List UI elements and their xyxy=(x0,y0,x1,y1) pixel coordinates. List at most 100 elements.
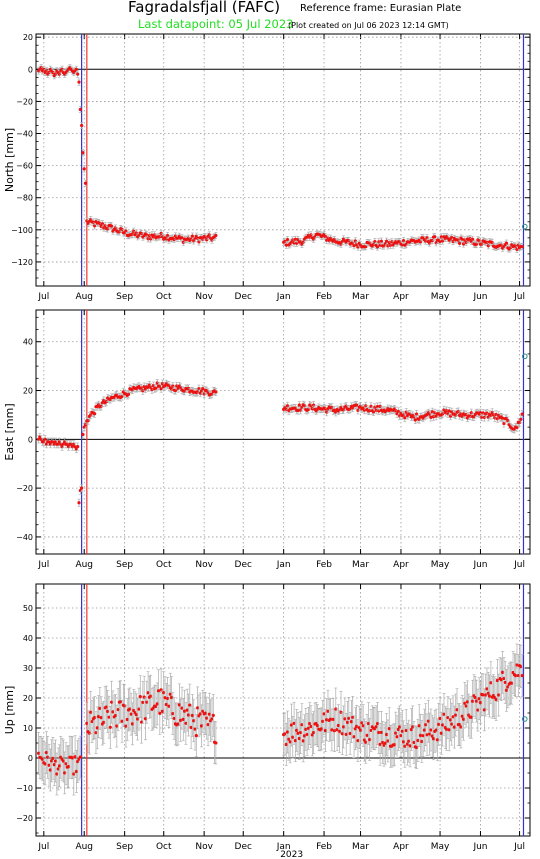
data-point xyxy=(95,726,99,730)
data-point xyxy=(399,733,403,738)
data-point xyxy=(214,233,218,238)
data-point xyxy=(323,729,327,733)
data-point xyxy=(43,437,47,441)
panel-east: Jul Aug Sep Oct Nov Dec Jan Feb Mar Apr May Jun Jul 4… xyxy=(3,309,531,570)
data-point xyxy=(364,740,368,744)
month-tick-label: Jul xyxy=(513,560,525,570)
data-point xyxy=(77,501,81,505)
data-point xyxy=(349,720,354,724)
data-point xyxy=(99,716,103,720)
data-point xyxy=(198,712,202,716)
data-point xyxy=(502,421,506,426)
month-tick-label: Mar xyxy=(352,842,369,852)
data-point xyxy=(399,411,403,415)
data-point xyxy=(339,710,343,714)
data-point xyxy=(499,678,503,682)
data-point xyxy=(94,731,98,735)
data-point xyxy=(190,234,195,238)
data-point xyxy=(404,728,408,733)
data-point xyxy=(76,445,80,449)
data-point xyxy=(150,387,154,392)
data-point xyxy=(434,414,438,418)
data-point xyxy=(158,384,162,388)
data-point xyxy=(82,425,86,429)
data-point xyxy=(374,725,378,729)
data-point xyxy=(417,724,421,728)
data-point xyxy=(403,744,407,748)
data-point xyxy=(167,704,171,708)
y-tick-label: 20 xyxy=(23,694,33,703)
data-point xyxy=(78,107,82,112)
data-point xyxy=(501,416,505,420)
data-point xyxy=(386,739,390,743)
data-point xyxy=(520,412,524,416)
data-point xyxy=(366,721,370,726)
last-data-point xyxy=(521,716,528,722)
data-point xyxy=(104,705,108,709)
data-point xyxy=(164,702,168,707)
data-point xyxy=(176,722,180,726)
data-point xyxy=(206,390,210,395)
data-point xyxy=(46,755,50,759)
data-point xyxy=(430,734,434,738)
data-point xyxy=(495,678,500,683)
data-point xyxy=(51,756,55,760)
data-point xyxy=(514,673,518,678)
data-point xyxy=(52,763,56,767)
last-data-point xyxy=(521,223,528,230)
data-point xyxy=(74,67,79,71)
data-point xyxy=(113,713,118,718)
data-point xyxy=(490,410,494,415)
data-point xyxy=(185,708,189,712)
data-point xyxy=(142,385,146,389)
y-tick-label: 20 xyxy=(23,387,33,396)
data-point xyxy=(72,772,76,776)
month-tick-label: Jun xyxy=(472,560,487,570)
data-point xyxy=(172,716,176,721)
y-tick-label: −20 xyxy=(16,97,33,106)
data-point xyxy=(408,744,412,748)
data-point xyxy=(426,719,430,723)
data-point xyxy=(310,733,314,737)
y-tick-label: −120 xyxy=(11,258,33,267)
data-point xyxy=(43,762,47,766)
data-point xyxy=(91,220,95,224)
month-tick-label: Feb xyxy=(316,560,332,570)
data-point xyxy=(404,410,408,414)
data-point xyxy=(517,420,522,425)
data-point xyxy=(438,716,442,721)
data-point xyxy=(141,389,145,393)
y-tick-label: 40 xyxy=(23,634,33,643)
y-axis-label: East [mm] xyxy=(3,403,16,460)
month-tick-label: Jul xyxy=(37,842,49,852)
data-point xyxy=(487,694,492,698)
y-tick-label: 50 xyxy=(23,604,33,613)
data-point xyxy=(478,701,483,705)
data-point xyxy=(454,713,458,717)
data-point xyxy=(418,733,423,737)
data-point xyxy=(447,728,451,732)
month-tick-label: Apr xyxy=(393,560,409,570)
data-point xyxy=(510,681,514,685)
plot-frame xyxy=(35,33,531,287)
data-point xyxy=(477,239,481,243)
data-point xyxy=(489,681,493,685)
data-point xyxy=(403,416,407,420)
month-tick-label: Oct xyxy=(156,842,172,852)
month-tick-label: Oct xyxy=(156,292,172,302)
data-point xyxy=(474,699,479,703)
data-point xyxy=(66,764,71,769)
data-point xyxy=(61,759,65,763)
data-point xyxy=(477,697,481,701)
data-point xyxy=(120,719,124,723)
data-point xyxy=(308,722,312,726)
data-point xyxy=(471,699,475,703)
data-point xyxy=(439,731,443,735)
month-tick-label: Aug xyxy=(75,292,93,302)
data-point xyxy=(199,389,204,393)
data-point xyxy=(169,695,174,700)
data-point xyxy=(465,700,470,704)
data-point xyxy=(412,740,416,745)
data-point xyxy=(78,488,82,493)
